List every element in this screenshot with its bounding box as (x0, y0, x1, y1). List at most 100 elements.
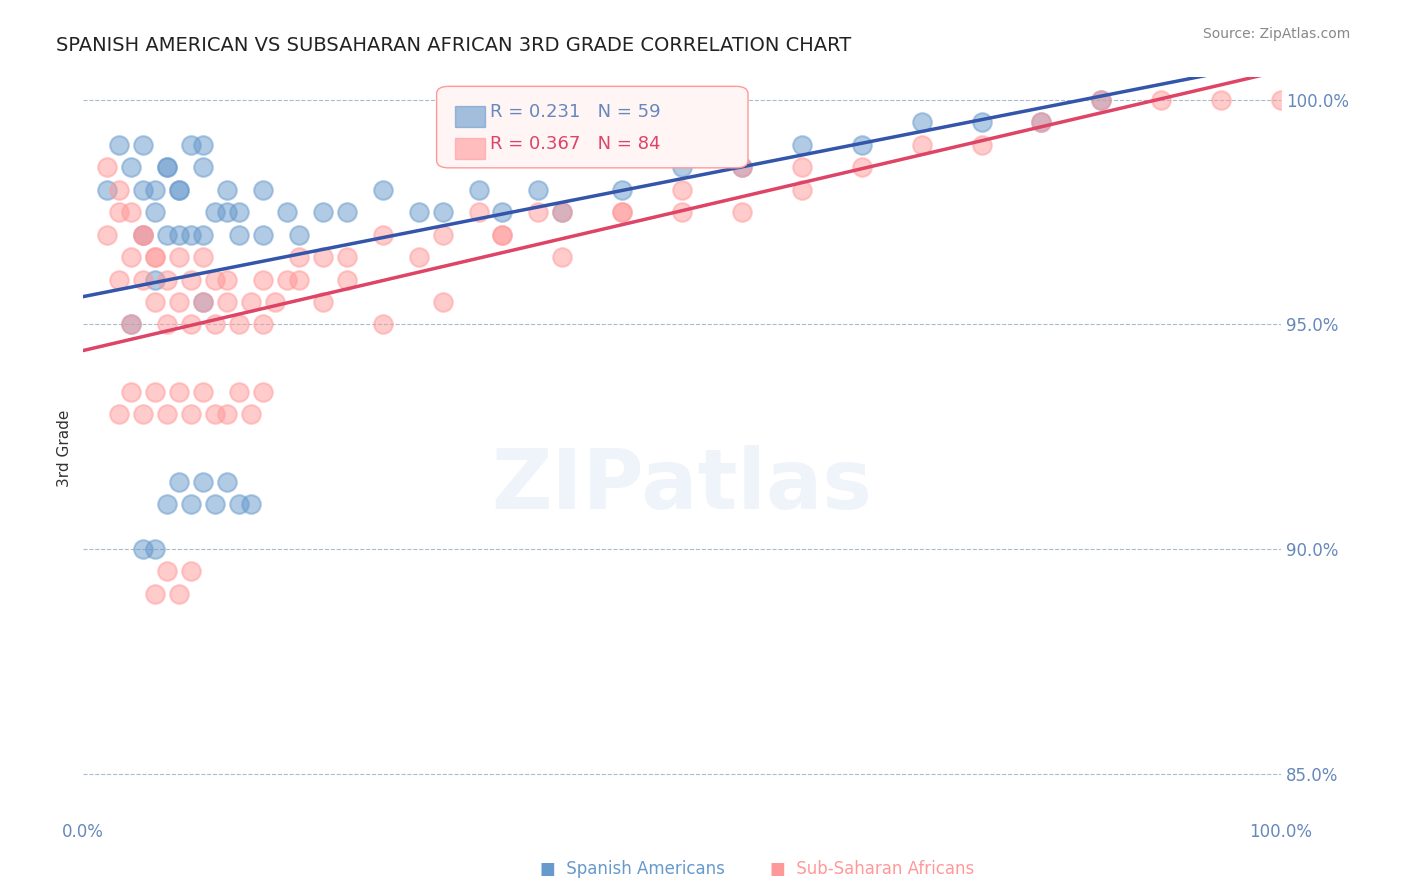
Point (167, 183, 190, 197)
Point (120, 318, 142, 332)
Point (288, 227, 311, 242)
Point (120, 205, 142, 219)
Point (180, 227, 202, 242)
Point (1031, 115, 1053, 129)
Point (276, 205, 298, 219)
Point (132, 227, 155, 242)
Point (191, 161, 214, 175)
Point (467, 183, 489, 197)
Point (252, 384, 274, 399)
Point (264, 295, 287, 310)
Point (1031, 115, 1053, 129)
Point (491, 227, 513, 242)
Point (143, 295, 166, 310)
Point (551, 205, 574, 219)
Point (191, 250, 214, 264)
Point (167, 587, 190, 601)
Point (204, 272, 226, 286)
Point (120, 250, 142, 264)
Point (228, 384, 250, 399)
Point (551, 205, 574, 219)
Point (851, 137, 873, 152)
Point (336, 250, 359, 264)
Point (180, 137, 202, 152)
Point (671, 205, 693, 219)
Point (911, 115, 934, 129)
Point (204, 318, 226, 332)
Point (120, 161, 142, 175)
Text: Source: ZipAtlas.com: Source: ZipAtlas.com (1202, 27, 1350, 41)
Point (371, 227, 394, 242)
Point (215, 475, 238, 489)
Point (1270, 93, 1292, 107)
Point (239, 407, 262, 421)
FancyBboxPatch shape (437, 87, 748, 168)
Point (371, 318, 394, 332)
Point (790, 161, 813, 175)
Point (252, 183, 274, 197)
Point (215, 205, 238, 219)
Point (120, 384, 142, 399)
Point (252, 318, 274, 332)
Point (1150, 93, 1173, 107)
Point (731, 161, 754, 175)
Point (970, 115, 993, 129)
Point (143, 541, 166, 556)
Point (851, 161, 873, 175)
Point (612, 183, 634, 197)
Point (288, 250, 311, 264)
Point (143, 250, 166, 264)
Point (612, 205, 634, 219)
Point (96, 227, 118, 242)
Point (191, 295, 214, 310)
Point (432, 295, 454, 310)
Point (731, 205, 754, 219)
Point (228, 205, 250, 219)
Point (180, 497, 202, 511)
Point (180, 272, 202, 286)
Point (239, 295, 262, 310)
Point (731, 161, 754, 175)
Point (1090, 93, 1112, 107)
Point (132, 227, 155, 242)
Point (156, 565, 179, 579)
Point (252, 227, 274, 242)
Point (96, 161, 118, 175)
Point (96, 183, 118, 197)
Point (432, 227, 454, 242)
Point (132, 183, 155, 197)
Text: ■  Sub-Saharan Africans: ■ Sub-Saharan Africans (769, 860, 974, 878)
Point (191, 384, 214, 399)
Point (671, 183, 693, 197)
Point (143, 183, 166, 197)
Point (432, 205, 454, 219)
Point (336, 205, 359, 219)
Point (167, 250, 190, 264)
Point (108, 272, 131, 286)
Point (156, 161, 179, 175)
Point (215, 183, 238, 197)
Point (180, 318, 202, 332)
Point (252, 272, 274, 286)
Point (312, 295, 335, 310)
Text: R = 0.367   N = 84: R = 0.367 N = 84 (491, 135, 661, 153)
Point (108, 183, 131, 197)
Point (108, 137, 131, 152)
Point (156, 161, 179, 175)
Point (204, 497, 226, 511)
Point (491, 227, 513, 242)
Y-axis label: 3rd Grade: 3rd Grade (58, 409, 72, 487)
Point (108, 407, 131, 421)
Point (191, 137, 214, 152)
Point (1090, 93, 1112, 107)
Point (180, 565, 202, 579)
Point (215, 272, 238, 286)
Point (120, 318, 142, 332)
Point (156, 318, 179, 332)
Point (970, 137, 993, 152)
Point (204, 205, 226, 219)
Point (336, 272, 359, 286)
Point (180, 407, 202, 421)
Point (911, 137, 934, 152)
Point (790, 183, 813, 197)
